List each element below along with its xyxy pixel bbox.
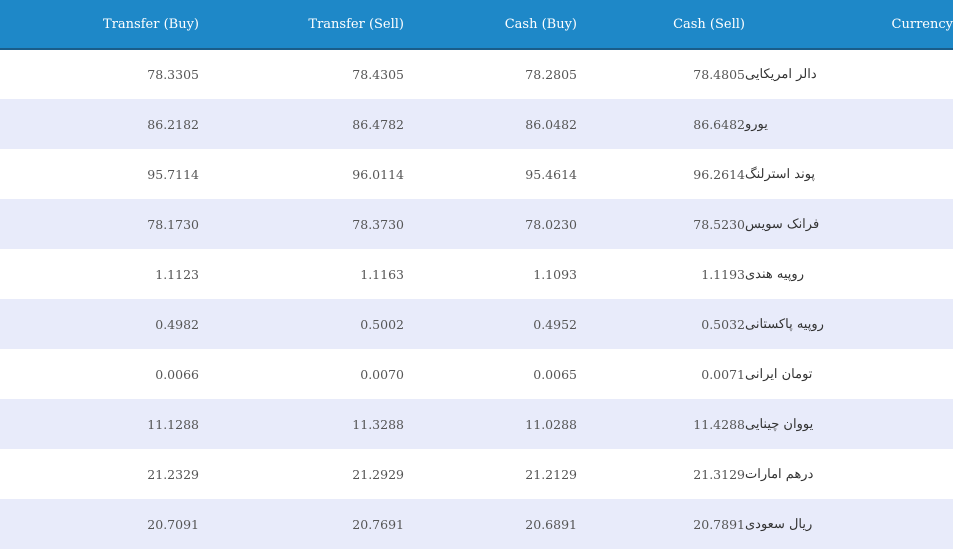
currency-name-cell: یووان چینایی (745, 416, 814, 432)
cash-sell-cell: 20.7891 (693, 516, 745, 532)
transfer-buy-cell: 95.7114 (147, 166, 199, 182)
transfer-sell-cell: 1.1163 (360, 266, 404, 282)
transfer-buy-cell: 0.0066 (155, 366, 199, 382)
cash-sell-cell: 0.5032 (701, 316, 745, 332)
cash-buy-cell: 0.4952 (533, 316, 577, 332)
header-cash-buy: Cash (Buy) (404, 0, 577, 50)
cash-sell-cell: 1.1193 (701, 266, 745, 282)
transfer-sell-cell: 96.0114 (352, 166, 404, 182)
transfer-sell-cell: 0.0070 (360, 366, 404, 382)
currency-name-cell: فرانک سویس (745, 216, 820, 232)
cash-sell-cell: 86.6482 (693, 116, 745, 132)
table-row: 78.1730 78.3730 78.0230 78.5230 فرانک سو… (0, 199, 953, 249)
currency-name-cell: دالر امریکایی (745, 67, 817, 82)
cash-sell-cell: 21.3129 (693, 466, 745, 482)
cash-buy-cell: 11.0288 (525, 416, 577, 432)
transfer-buy-cell: 21.2329 (147, 466, 199, 482)
header-transfer-sell: Transfer (Sell) (199, 0, 404, 50)
transfer-buy-cell: 20.7091 (147, 516, 199, 532)
currency-name-cell: ریال سعودی (745, 516, 813, 532)
cash-buy-cell: 0.0065 (533, 366, 577, 382)
currency-name-cell: روپیه هندی (745, 266, 804, 282)
header-transfer-buy: Transfer (Buy) (0, 0, 199, 50)
transfer-sell-cell: 86.4782 (352, 116, 404, 132)
currency-name-cell: روپیه پاکستانی (745, 316, 824, 332)
cash-sell-cell: 96.2614 (693, 166, 745, 182)
transfer-sell-cell: 78.3730 (352, 216, 404, 232)
table-row: 21.2329 21.2929 21.2129 21.3129 درهم اما… (0, 449, 953, 499)
table-row: 95.7114 96.0114 95.4614 96.2614 پوند است… (0, 149, 953, 199)
cash-buy-cell: 86.0482 (525, 116, 577, 132)
table-row: 11.1288 11.3288 11.0288 11.4288 یووان چی… (0, 399, 953, 449)
table-row: 0.0066 0.0070 0.0065 0.0071 تومان ایرانی (0, 349, 953, 399)
cash-sell-cell: 78.4805 (693, 67, 745, 82)
cash-buy-cell: 20.6891 (525, 516, 577, 532)
cash-sell-cell: 0.0071 (701, 366, 745, 382)
transfer-sell-cell: 21.2929 (352, 466, 404, 482)
transfer-buy-cell: 78.3305 (147, 67, 199, 82)
currency-name-cell: یورو (745, 116, 768, 132)
currency-name-cell: پوند استرلنگ (745, 166, 816, 182)
header-cash-sell: Cash (Sell) (577, 0, 745, 50)
transfer-sell-cell: 78.4305 (352, 67, 404, 82)
header-row: Transfer (Buy) Transfer (Sell) Cash (Buy… (0, 0, 953, 50)
table-body: 78.3305 78.4305 78.2805 78.4805 دالر امر… (0, 49, 953, 549)
table-row: 0.4982 0.5002 0.4952 0.5032 روپیه پاکستا… (0, 299, 953, 349)
transfer-buy-cell: 78.1730 (147, 216, 199, 232)
table-header: Transfer (Buy) Transfer (Sell) Cash (Buy… (0, 0, 953, 50)
cash-sell-cell: 11.4288 (693, 416, 745, 432)
table-row: 1.1123 1.1163 1.1093 1.1193 روپیه هندی (0, 249, 953, 299)
transfer-buy-cell: 11.1288 (147, 416, 199, 432)
currency-name-cell: درهم امارات (745, 466, 814, 482)
transfer-buy-cell: 86.2182 (147, 116, 199, 132)
transfer-buy-cell: 1.1123 (155, 266, 199, 282)
transfer-sell-cell: 20.7691 (352, 516, 404, 532)
cash-buy-cell: 21.2129 (525, 466, 577, 482)
cash-buy-cell: 78.0230 (525, 216, 577, 232)
table-row: 86.2182 86.4782 86.0482 86.6482 یورو (0, 99, 953, 149)
cash-buy-cell: 1.1093 (533, 266, 577, 282)
transfer-buy-cell: 0.4982 (155, 316, 199, 332)
cash-buy-cell: 95.4614 (525, 166, 577, 182)
cash-sell-cell: 78.5230 (693, 216, 745, 232)
transfer-sell-cell: 0.5002 (360, 316, 404, 332)
header-currency: Currency (745, 0, 953, 50)
transfer-sell-cell: 11.3288 (352, 416, 404, 432)
table-row: 78.3305 78.4305 78.2805 78.4805 دالر امر… (0, 49, 953, 99)
cash-buy-cell: 78.2805 (525, 67, 577, 82)
currency-name-cell: تومان ایرانی (745, 366, 813, 382)
table-row: 20.7091 20.7691 20.6891 20.7891 ریال سعو… (0, 499, 953, 549)
